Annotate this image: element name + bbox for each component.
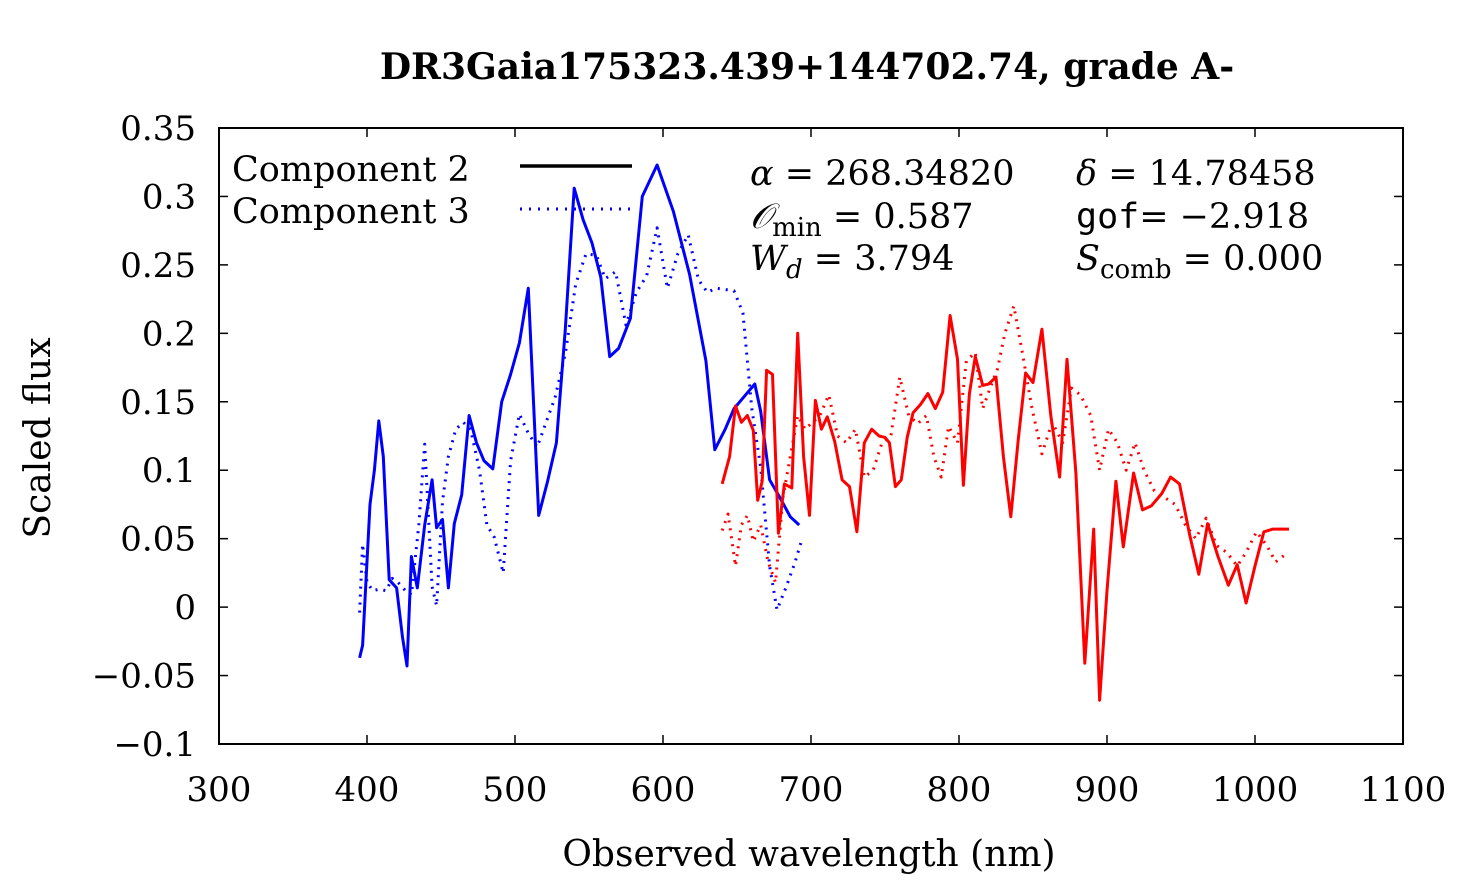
x-tick-label: 700	[779, 770, 844, 810]
legend-label-component-3: Component 3	[232, 192, 470, 232]
annotation-gof: gof= −2.918	[1076, 197, 1309, 237]
legend: Component 2 Component 3	[232, 150, 632, 232]
x-tick-label: 300	[187, 770, 252, 810]
y-tick-label: 0.05	[120, 520, 196, 560]
plot-area-frame	[218, 127, 1404, 745]
annotation-scomb: Scomb = 0.000	[1076, 239, 1323, 285]
x-tick-label: 1100	[1360, 770, 1447, 810]
y-tick-label: 0.35	[120, 109, 196, 149]
x-tick-label: 400	[335, 770, 400, 810]
x-tick-label: 1000	[1212, 770, 1299, 810]
annotation-block: α = 268.34820 δ = 14.78458 𝒪min = 0.587 …	[750, 154, 1323, 285]
chart-title: DR3Gaia175323.439+144702.74, grade A-	[380, 46, 1234, 88]
y-tick-label: 0.1	[142, 451, 196, 491]
series-layer	[358, 163, 1289, 702]
x-tick-label: 900	[1075, 770, 1140, 810]
annotation-wd: Wd = 3.794	[750, 239, 954, 285]
y-axis-label: Scaled flux	[18, 337, 59, 538]
annotation-delta: δ = 14.78458	[1076, 154, 1316, 194]
annotation-alpha: α = 268.34820	[750, 154, 1015, 194]
x-tick-label: 800	[927, 770, 992, 810]
x-axis-label: Observed wavelength (nm)	[562, 834, 1055, 875]
legend-label-component-2: Component 2	[232, 150, 470, 190]
y-tick-label: 0.2	[142, 314, 196, 354]
y-tick-label: 0.25	[120, 246, 196, 286]
x-tick-label: 500	[483, 770, 548, 810]
y-tick-label: 0.3	[142, 177, 196, 217]
ticks-layer: 300 400 500 600 700 800 900 1000 1100 −0.1 −0.05 0 0…	[92, 109, 1446, 810]
y-tick-label: −0.05	[92, 657, 196, 697]
x-tick-label: 600	[631, 770, 696, 810]
annotation-omin: 𝒪min = 0.587	[750, 197, 974, 243]
y-tick-label: 0	[174, 588, 196, 628]
y-tick-label: 0.15	[120, 383, 196, 423]
series-component-2-blue	[358, 163, 801, 668]
series-component-2-red	[720, 314, 1289, 702]
y-tick-label: −0.1	[113, 725, 196, 765]
